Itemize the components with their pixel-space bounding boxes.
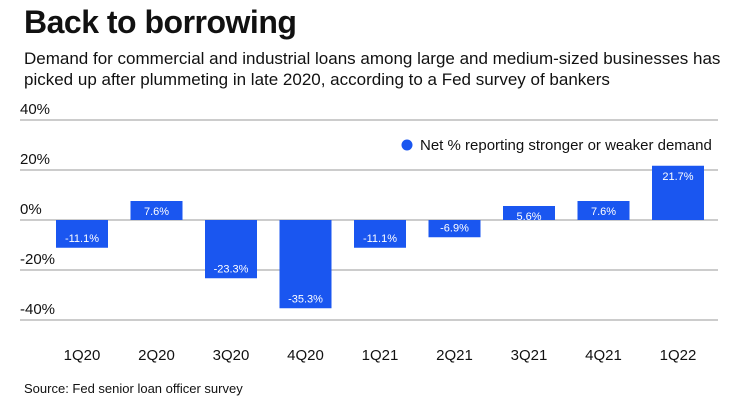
x-tick-label: 2Q20 (138, 347, 175, 364)
x-tick-label: 1Q22 (660, 347, 697, 364)
chart-subtitle: Demand for commercial and industrial loa… (24, 49, 721, 89)
bar-value-label: 21.7% (662, 171, 693, 183)
x-tick-label: 4Q21 (585, 347, 622, 364)
bar-value-label: 7.6% (144, 206, 169, 218)
bar-value-label: -35.3% (288, 293, 323, 305)
x-tick-label: 3Q21 (511, 347, 548, 364)
x-tick-label: 2Q21 (436, 347, 473, 364)
bar (652, 165, 704, 220)
bar (205, 220, 257, 279)
y-tick-label: 0% (20, 201, 42, 218)
bar (279, 220, 332, 309)
legend-label: Net % reporting stronger or weaker deman… (420, 137, 712, 154)
bar (130, 201, 183, 220)
bar-value-label: -23.3% (214, 263, 249, 275)
x-tick-label: 1Q21 (362, 347, 399, 364)
x-tick-label: 4Q20 (287, 347, 324, 364)
bar (354, 220, 406, 248)
bar (56, 220, 108, 248)
y-tick-label: -40% (20, 301, 55, 318)
bar (503, 206, 555, 220)
chart-title: Back to borrowing (24, 4, 297, 40)
y-tick-label: 40% (20, 101, 50, 118)
bar-value-label: 5.6% (516, 211, 541, 223)
x-tick-label: 3Q20 (213, 347, 250, 364)
bar-value-label: -11.1% (363, 233, 397, 245)
legend-marker (401, 139, 413, 151)
bar-value-label: 7.6% (591, 206, 616, 218)
bar (577, 201, 630, 220)
y-tick-label: -20% (20, 251, 55, 268)
bar-value-label: -11.1% (65, 233, 99, 245)
y-tick-label: 20% (20, 151, 50, 168)
source-note: Source: Fed senior loan officer survey (24, 381, 243, 396)
bar-value-label: -6.9% (440, 222, 469, 234)
bar (428, 220, 481, 238)
x-tick-label: 1Q20 (64, 347, 101, 364)
